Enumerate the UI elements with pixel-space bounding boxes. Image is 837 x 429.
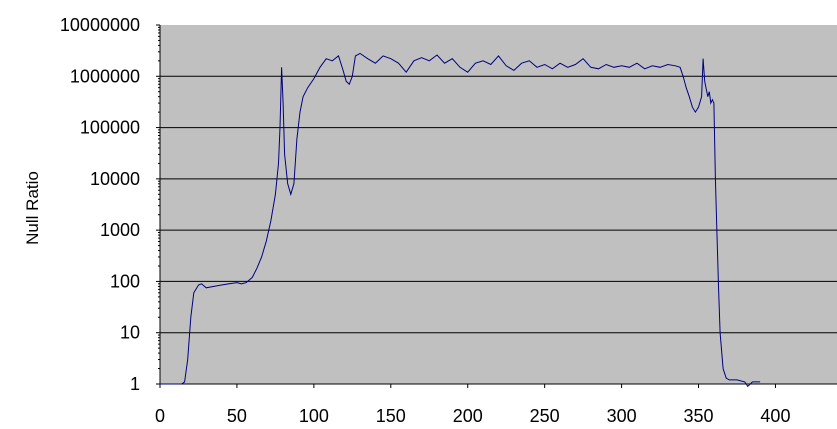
y-tick-labels: 1 10 100 1000 10000 100000 1000000 10000000 — [60, 15, 140, 394]
x-tick-label: 50 — [227, 406, 247, 426]
y-tick-label: 10 — [120, 323, 140, 343]
x-tick-label: 0 — [155, 406, 165, 426]
y-tick-label: 10000000 — [60, 15, 140, 35]
x-tick-label: 250 — [530, 406, 560, 426]
x-tick-label: 150 — [376, 406, 406, 426]
y-axis-title: Null Ratio — [23, 171, 42, 245]
x-tick-label: 400 — [760, 406, 790, 426]
y-tick-label: 1000 — [100, 220, 140, 240]
x-tick-label: 300 — [607, 406, 637, 426]
series-line — [160, 52, 761, 388]
y-tick-label: 10000 — [90, 169, 140, 189]
y-tick-label: 100 — [110, 271, 140, 291]
x-tick-labels: 0 50 100 150 200 250 300 350 400 — [155, 406, 790, 426]
axis-ticks — [156, 24, 776, 388]
x-tick-label: 200 — [453, 406, 483, 426]
x-tick-label: 350 — [683, 406, 713, 426]
y-tick-label: 1000000 — [70, 66, 140, 86]
y-tick-label: 1 — [130, 374, 140, 394]
y-tick-label: 100000 — [80, 118, 140, 138]
gridlines — [160, 75, 837, 334]
plot-area — [160, 25, 837, 384]
x-tick-label: 100 — [299, 406, 329, 426]
